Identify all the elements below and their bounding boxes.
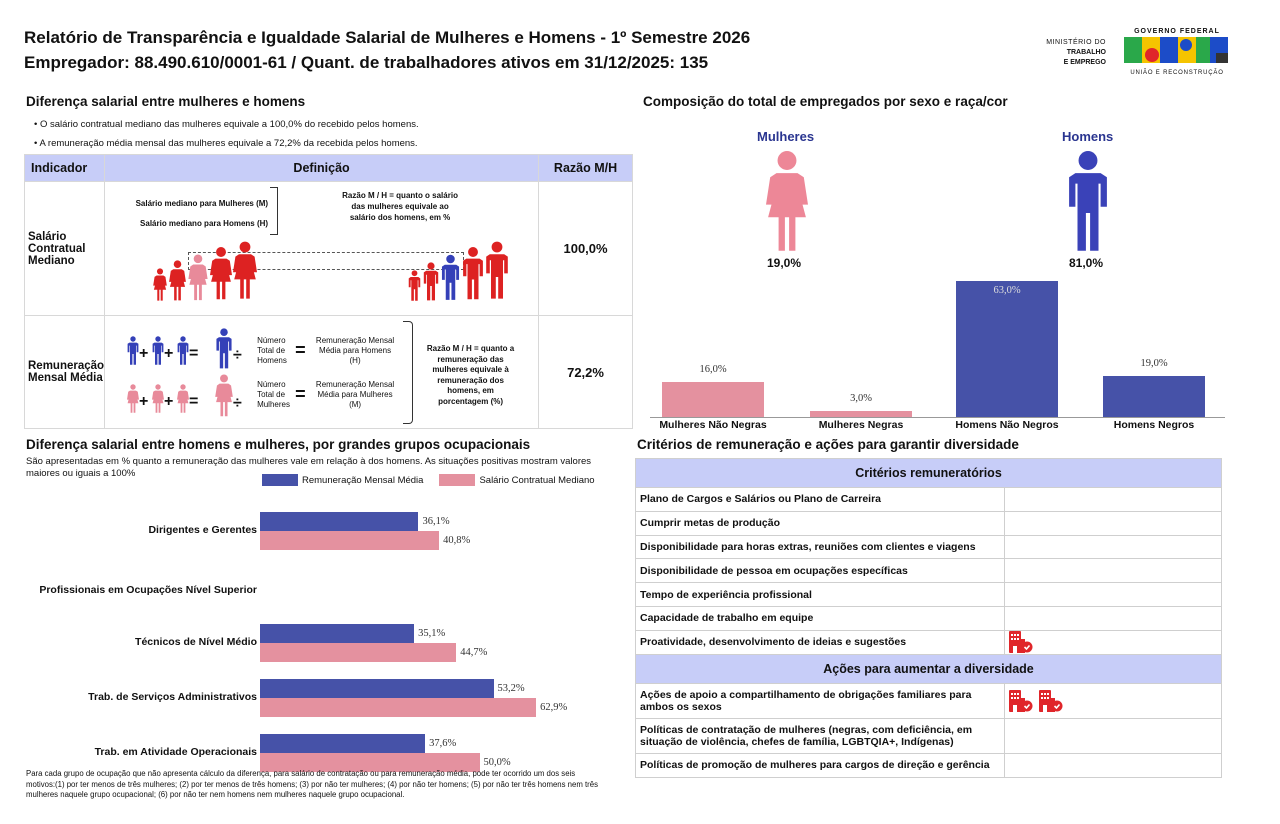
legend-swatch-average — [262, 474, 298, 486]
criteria-row: Cumprir metas de produção — [635, 510, 1222, 536]
composition-bar — [1103, 375, 1205, 417]
criteria-table: Critérios remuneratórios Plano de Cargos … — [635, 458, 1222, 778]
composition-category-label: Homens Não Negros — [955, 419, 1059, 431]
composition-category-label: Mulheres Não Negras — [659, 419, 767, 431]
occupation-bar — [260, 643, 457, 662]
occupation-bar — [260, 753, 480, 772]
men-pct: 81,0% — [1069, 256, 1104, 270]
criteria-row: Proatividade, desenvolvimento de ideias … — [635, 629, 1222, 655]
composition-bar — [810, 410, 912, 417]
svg-text:+: + — [164, 393, 173, 410]
occupation-value-label: 40,8% — [443, 535, 471, 546]
occupation-value-label: 35,1% — [418, 628, 446, 639]
occupation-label: Trab. em Atividade Operacionais — [94, 746, 257, 758]
criteria-row: Disponibilidade para horas extras, reuni… — [635, 534, 1222, 560]
svg-text:+: + — [139, 345, 148, 362]
average-pay-definition: + + = + + = ÷ ÷ Número Total de Homens Número T… — [104, 315, 540, 429]
composition-value-label: 63,0% — [993, 284, 1021, 296]
salary-indicator-table: Indicador Definição Razão M/H Salário Cont… — [23, 154, 633, 429]
median-salary-definition: Salário mediano para Mulheres (M) Salário… — [104, 181, 540, 316]
composition-value-label: 3,0% — [850, 392, 872, 404]
occupation-bar — [260, 734, 426, 753]
median-salary-ratio: 100,0% — [538, 181, 633, 316]
occupation-label: Técnicos de Nível Médio — [135, 636, 257, 648]
criteria-row: Tempo de experiência profissional — [635, 582, 1222, 607]
gov-brasil-logo: GOVERNO FEDERAL UNIÃO E RECONSTRUÇÃO — [1122, 28, 1232, 76]
composition-bar — [956, 280, 1058, 417]
composition-category-label: Homens Negros — [1113, 419, 1195, 431]
criteria-label: Proatividade, desenvolvimento de ideias … — [635, 629, 1005, 655]
occupational-bar-chart: Dirigentes e Gerentes 36,1% 40,8% Profissio… — [0, 490, 630, 772]
occupation-label: Dirigentes e Gerentes — [148, 524, 257, 536]
criteria-title: Critérios de remuneração e ações para ga… — [637, 437, 1019, 452]
company-check-icon — [1039, 690, 1063, 712]
occupational-subtitle: São apresentadas em % quanto a remuneraç… — [26, 456, 592, 479]
women-pct: 19,0% — [767, 256, 802, 270]
occupation-value-label: 53,2% — [497, 683, 525, 694]
criteria-label: Capacidade de trabalho em equipe — [635, 605, 1005, 631]
women-label: Mulheres — [757, 129, 815, 144]
salary-gap-bullets: • O salário contratual mediano das mulhe… — [34, 119, 419, 149]
x-axis — [650, 417, 1225, 418]
man-icon — [1069, 151, 1107, 251]
occupation-value-label: 37,6% — [429, 738, 457, 749]
company-check-icon — [1009, 690, 1033, 712]
ministry-logo: MINISTÉRIO DO TRABALHO E EMPREGO — [1046, 39, 1106, 66]
occupation-bar — [260, 531, 440, 550]
criteria-row: Políticas de promoção de mulheres para c… — [635, 752, 1222, 778]
svg-text:÷: ÷ — [233, 347, 242, 364]
occupation-bar — [260, 679, 494, 698]
composition-category-label: Mulheres Negras — [818, 419, 904, 431]
criteria-label: Tempo de experiência profissional — [635, 582, 1005, 607]
men-label: Homens — [1062, 129, 1114, 144]
criteria-row: Plano de Cargos e Salários ou Plano de C… — [635, 487, 1222, 512]
svg-text:=: = — [189, 393, 198, 410]
occupation-bar — [260, 512, 419, 531]
footnote: Para cada grupo de ocupação que não apre… — [26, 769, 599, 799]
actions-header: Ações para aumentar a diversidade — [635, 653, 1222, 684]
company-check-icon — [1009, 631, 1033, 653]
composition-title: Composição do total de empregados por se… — [643, 94, 1008, 109]
criteria-row: Capacidade de trabalho em equipe — [635, 605, 1222, 631]
criteria-label: Plano de Cargos e Salários ou Plano de C… — [635, 487, 1005, 512]
occupation-value-label: 62,9% — [540, 702, 568, 713]
average-pay-ratio: 72,2% — [538, 315, 633, 429]
criteria-row: Políticas de contratação de mulheres (ne… — [635, 717, 1222, 754]
occupation-value-label: 50,0% — [483, 757, 511, 768]
svg-text:=: = — [189, 345, 198, 362]
composition-value-label: 16,0% — [699, 364, 727, 376]
composition-bar — [662, 382, 764, 417]
occupational-title: Diferença salarial entre homens e mulher… — [26, 437, 531, 452]
occupation-value-label: 44,7% — [460, 647, 488, 658]
legend-swatch-median — [439, 474, 476, 486]
occupation-bar — [260, 698, 537, 717]
occupation-bar — [260, 624, 415, 643]
occupation-label: Profissionais em Ocupações Nível Superio… — [39, 584, 257, 596]
occupation-value-label: 36,1% — [422, 516, 450, 527]
employer-info: Empregador: 88.490.610/0001-61 / Quant. … — [24, 53, 709, 72]
criteria-label: Disponibilidade para horas extras, reuni… — [635, 534, 1005, 560]
criteria-header: Critérios remuneratórios — [635, 458, 1222, 488]
criteria-label: Políticas de promoção de mulheres para c… — [635, 752, 1005, 778]
svg-text:÷: ÷ — [233, 395, 242, 412]
criteria-label: Disponibilidade de pessoa em ocupações e… — [635, 558, 1005, 584]
criteria-row: Disponibilidade de pessoa em ocupações e… — [635, 558, 1222, 584]
chart-legend: Remuneração Mensal Média Salário Contrat… — [262, 474, 595, 486]
composition-bar-chart: 16,0% Mulheres Não Negras 3,0% Mulheres Neg… — [640, 270, 1230, 435]
criteria-row: Ações de apoio a compartilhamento de obr… — [635, 682, 1222, 719]
composition-value-label: 19,0% — [1140, 357, 1168, 369]
occupation-label: Trab. de Serviços Administrativos — [88, 691, 257, 703]
svg-text:+: + — [164, 345, 173, 362]
report-title: Relatório de Transparência e Igualdade S… — [24, 28, 751, 47]
criteria-label: Ações de apoio a compartilhamento de obr… — [635, 682, 1005, 719]
criteria-label: Cumprir metas de produção — [635, 510, 1005, 536]
woman-icon — [766, 151, 808, 251]
svg-text:+: + — [139, 393, 148, 410]
criteria-label: Políticas de contratação de mulheres (ne… — [635, 717, 1005, 754]
salary-gap-title: Diferença salarial entre mulheres e home… — [26, 94, 306, 109]
